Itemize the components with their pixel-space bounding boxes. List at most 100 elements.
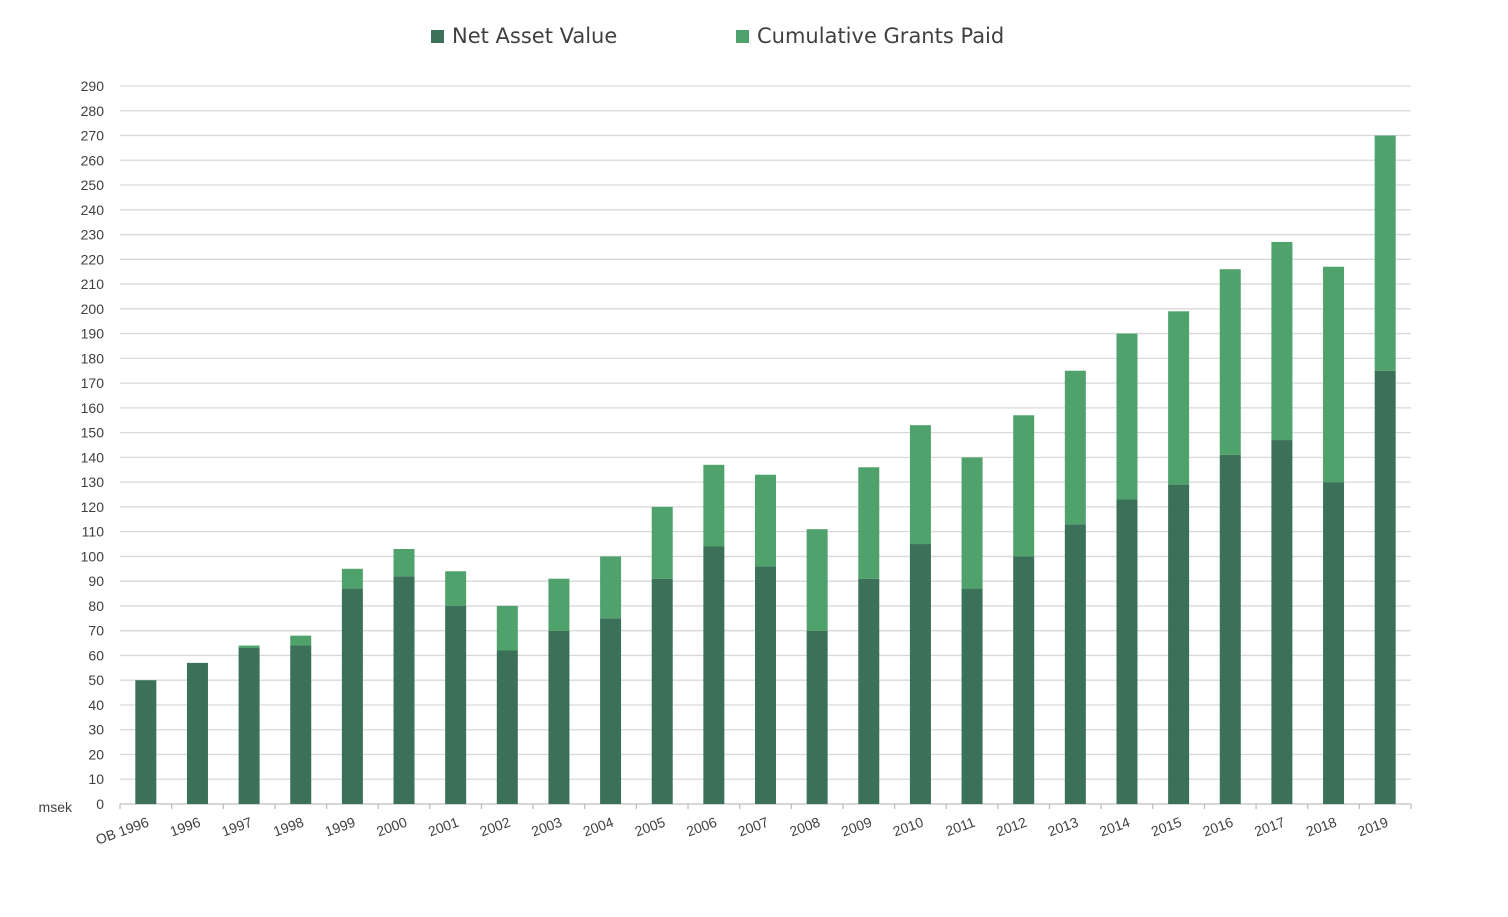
- bar-cumulative-grants-paid: [600, 556, 622, 619]
- x-tick-label: 2005: [632, 814, 667, 840]
- y-tick-label: 270: [81, 128, 105, 144]
- bar-cumulative-grants-paid: [238, 645, 260, 649]
- x-tick-label: 2008: [787, 814, 822, 840]
- y-tick-label: 10: [88, 771, 104, 787]
- bar-net-asset-value: [1271, 440, 1293, 804]
- bar-net-asset-value: [961, 588, 983, 804]
- bar-cumulative-grants-paid: [755, 474, 776, 567]
- x-tick-label: 1998: [271, 814, 306, 840]
- y-tick-label: 170: [81, 375, 105, 391]
- x-tick-label: 2017: [1252, 814, 1287, 840]
- x-tick-label: 2011: [943, 814, 977, 839]
- bar-cumulative-grants-paid: [1374, 135, 1396, 371]
- bar-cumulative-grants-paid: [1064, 370, 1086, 525]
- bar-cumulative-grants-paid: [703, 464, 725, 547]
- bar-net-asset-value: [1219, 454, 1241, 804]
- bar-cumulative-grants-paid: [393, 548, 415, 577]
- bar-cumulative-grants-paid: [1168, 311, 1190, 485]
- x-tick-label: 2015: [1149, 814, 1184, 840]
- y-tick-label: 190: [81, 326, 105, 342]
- bar-cumulative-grants-paid: [651, 506, 673, 579]
- y-tick-label: 150: [81, 425, 105, 441]
- legend-swatch-net-asset-value: [431, 29, 444, 43]
- y-tick-label: 40: [88, 697, 104, 713]
- bar-cumulative-grants-paid: [1323, 266, 1345, 483]
- bar-net-asset-value: [135, 680, 157, 804]
- y-tick-label: 260: [81, 152, 105, 168]
- bar-cumulative-grants-paid: [858, 467, 880, 579]
- bar-net-asset-value: [1168, 484, 1190, 804]
- legend: Net Asset Value Cumulative Grants Paid: [0, 24, 1508, 56]
- y-tick-label: 240: [81, 202, 105, 218]
- y-tick-label: 130: [81, 474, 105, 490]
- x-tick-label: 2014: [1097, 814, 1132, 840]
- x-tick-label: 2019: [1355, 814, 1390, 840]
- x-tick-label: 2001: [426, 814, 461, 840]
- y-axis-unit-label: msek: [39, 799, 73, 815]
- y-tick-label: 60: [88, 647, 104, 663]
- y-tick-label: 200: [81, 301, 105, 317]
- legend-item-cumulative-grants-paid: Cumulative Grants Paid: [736, 24, 1004, 48]
- bar-cumulative-grants-paid: [1013, 415, 1035, 557]
- bar-net-asset-value: [445, 605, 467, 804]
- bar-cumulative-grants-paid: [909, 425, 931, 545]
- bar-cumulative-grants-paid: [1271, 241, 1293, 441]
- bar-net-asset-value: [1064, 524, 1086, 804]
- y-tick-label: 120: [81, 499, 105, 515]
- y-tick-label: 180: [81, 350, 105, 366]
- bar-net-asset-value: [496, 650, 518, 804]
- x-tick-label: 1999: [323, 814, 358, 840]
- y-tick-label: 30: [88, 722, 104, 738]
- bar-net-asset-value: [1116, 499, 1138, 804]
- legend-item-net-asset-value: Net Asset Value: [431, 24, 617, 48]
- y-tick-label: 220: [81, 251, 105, 267]
- x-tick-label: 2010: [891, 814, 926, 840]
- bar-net-asset-value: [755, 566, 776, 804]
- y-tick-label: 290: [81, 78, 105, 94]
- bar-cumulative-grants-paid: [341, 568, 363, 589]
- x-tick-label: OB 1996: [93, 814, 151, 848]
- x-tick-label: 2006: [684, 814, 719, 840]
- bar-net-asset-value: [238, 648, 260, 804]
- bar-net-asset-value: [548, 630, 570, 804]
- x-tick-label: 2007: [736, 814, 771, 840]
- y-tick-label: 100: [81, 548, 105, 564]
- y-tick-label: 160: [81, 400, 105, 416]
- bar-cumulative-grants-paid: [1116, 333, 1138, 500]
- x-tick-label: 1996: [168, 814, 203, 840]
- y-tick-label: 140: [81, 449, 105, 465]
- x-tick-label: 1997: [219, 814, 254, 840]
- y-tick-label: 210: [81, 276, 105, 292]
- y-tick-label: 90: [88, 573, 104, 589]
- bar-net-asset-value: [393, 576, 415, 804]
- x-tick-label: 2016: [1201, 814, 1236, 840]
- legend-label-cumulative-grants-paid: Cumulative Grants Paid: [757, 24, 1005, 48]
- bar-net-asset-value: [806, 630, 828, 804]
- bar-net-asset-value: [703, 546, 725, 804]
- y-tick-label: 250: [81, 177, 105, 193]
- x-tick-label: 2009: [839, 814, 874, 840]
- x-tick-label: 2002: [478, 814, 513, 840]
- bar-net-asset-value: [651, 578, 673, 804]
- y-tick-label: 70: [88, 623, 104, 639]
- x-tick-label: 2018: [1304, 814, 1339, 840]
- bar-cumulative-grants-paid: [961, 457, 983, 589]
- bar-cumulative-grants-paid: [445, 571, 467, 606]
- bar-cumulative-grants-paid: [548, 578, 570, 631]
- bar-net-asset-value: [600, 618, 622, 804]
- bar-net-asset-value: [290, 645, 312, 804]
- x-tick-label: 2012: [994, 814, 1029, 840]
- bar-cumulative-grants-paid: [496, 605, 518, 651]
- y-tick-label: 50: [88, 672, 104, 688]
- bar-net-asset-value: [909, 544, 931, 804]
- x-tick-label: 2013: [1046, 814, 1081, 840]
- bar-net-asset-value: [1374, 370, 1396, 804]
- bar-cumulative-grants-paid: [806, 529, 828, 631]
- bar-net-asset-value: [341, 588, 363, 804]
- bar-net-asset-value: [186, 662, 208, 804]
- x-tick-label: 2004: [581, 814, 616, 840]
- bar-cumulative-grants-paid: [1219, 269, 1241, 455]
- y-tick-label: 20: [88, 746, 104, 762]
- x-tick-label: 2003: [529, 814, 564, 840]
